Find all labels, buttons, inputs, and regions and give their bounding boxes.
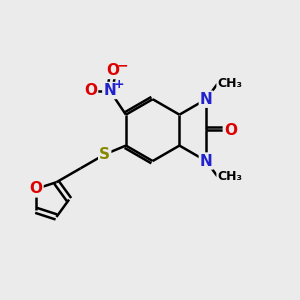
Text: O: O: [224, 123, 237, 138]
Text: +: +: [113, 77, 124, 91]
Text: N: N: [200, 92, 213, 107]
Text: CH₃: CH₃: [218, 170, 242, 183]
Text: −: −: [116, 58, 128, 72]
Text: O: O: [107, 63, 120, 78]
Text: N: N: [103, 83, 116, 98]
Text: O: O: [29, 182, 43, 196]
Text: CH₃: CH₃: [218, 77, 242, 90]
Text: O: O: [84, 83, 97, 98]
Text: N: N: [200, 154, 213, 169]
Text: S: S: [99, 147, 110, 162]
